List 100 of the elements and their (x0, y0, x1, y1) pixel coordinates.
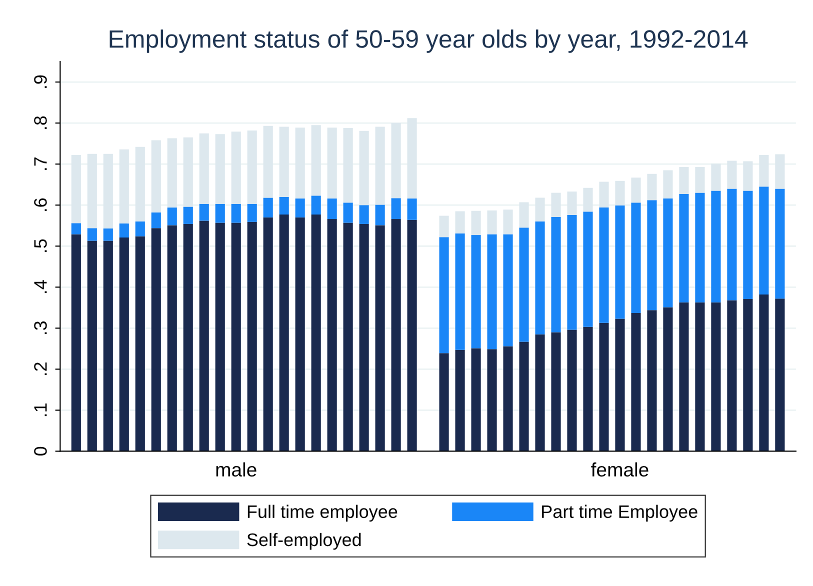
bar (599, 208, 609, 323)
y-tick-label: 0 (34, 446, 47, 456)
bar (471, 235, 481, 348)
bar (135, 222, 145, 236)
bar (327, 128, 337, 199)
bar (295, 198, 305, 218)
bar (119, 224, 129, 238)
y-tick-label: .2 (34, 362, 47, 376)
bar (727, 160, 737, 189)
bar (183, 137, 193, 207)
bar (295, 128, 305, 199)
bar (391, 198, 401, 220)
legend-label: Self-employed (247, 532, 361, 550)
bar (343, 202, 353, 223)
bar (71, 155, 81, 224)
bar (647, 174, 657, 200)
bar (343, 128, 353, 203)
bar (103, 240, 113, 452)
bar (695, 302, 705, 452)
bar (583, 326, 593, 452)
bar (183, 224, 193, 452)
bar (311, 214, 321, 452)
bar (631, 202, 641, 313)
bar (759, 186, 769, 295)
x-tick-label: male (216, 462, 256, 477)
bar (599, 182, 609, 208)
bar (775, 154, 785, 189)
bar (551, 216, 561, 332)
bar (439, 353, 449, 452)
y-tick-label: .4 (34, 280, 47, 294)
bar (583, 188, 593, 212)
bar (215, 134, 225, 204)
bar (119, 149, 129, 224)
bar (711, 164, 721, 191)
bar (663, 198, 673, 308)
y-tick-label: .6 (34, 198, 47, 211)
bar (487, 210, 497, 234)
bar (135, 236, 145, 452)
bar (727, 188, 737, 300)
bar (167, 225, 177, 452)
bar (151, 140, 161, 212)
bar (247, 204, 257, 222)
bar (439, 237, 449, 354)
bar (327, 198, 337, 220)
bar (615, 318, 625, 452)
x-tick-label: female (591, 462, 648, 477)
bar (535, 198, 545, 222)
bar (71, 234, 81, 452)
bar (183, 206, 193, 224)
bar (711, 190, 721, 302)
legend-label: Full time employee (248, 504, 398, 522)
bar (119, 238, 129, 452)
legend-label: Part time Employee (542, 504, 698, 522)
bar (535, 222, 545, 334)
bar (247, 222, 257, 452)
bar (167, 208, 177, 226)
bar (615, 180, 625, 206)
bar (679, 194, 689, 302)
bar (455, 211, 465, 234)
bar (231, 222, 241, 452)
bar (279, 214, 289, 452)
bar (311, 196, 321, 215)
bar (199, 133, 209, 204)
bar (647, 310, 657, 452)
bar (87, 228, 97, 241)
bar (487, 234, 497, 350)
bar (407, 220, 417, 452)
bar (167, 138, 177, 208)
bar (599, 322, 609, 452)
bar (279, 196, 289, 215)
bar (151, 228, 161, 452)
bar (87, 240, 97, 452)
bar (679, 302, 689, 452)
bar (551, 332, 561, 452)
bar (71, 223, 81, 234)
bar (87, 154, 97, 228)
bar (631, 178, 641, 203)
bar (743, 299, 753, 452)
bar (519, 342, 529, 452)
bar (567, 330, 577, 452)
y-tick-label: .9 (34, 75, 47, 88)
bar (503, 346, 513, 452)
bar (743, 161, 753, 191)
bar (567, 214, 577, 330)
bar (759, 294, 769, 452)
bar (263, 198, 273, 218)
bar (711, 302, 721, 452)
bar (295, 217, 305, 452)
bar (215, 222, 225, 452)
bar (343, 222, 353, 452)
bar (695, 192, 705, 302)
bar (279, 126, 289, 197)
bar (471, 210, 481, 236)
bar (679, 166, 689, 194)
bar (615, 206, 625, 319)
y-tick-label: .3 (34, 321, 47, 334)
bar (375, 126, 385, 205)
bar (215, 204, 225, 223)
bar (407, 198, 417, 220)
bar (103, 228, 113, 241)
